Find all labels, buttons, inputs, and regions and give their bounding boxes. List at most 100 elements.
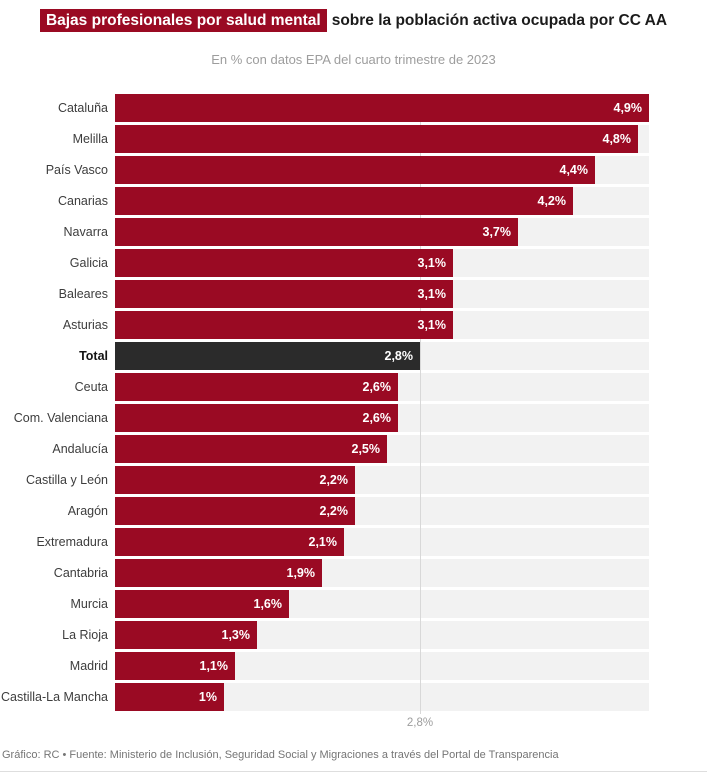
total-bar: 2,8% [115, 342, 420, 370]
bar-value-label: 2,6% [362, 380, 392, 394]
bar-value-label: 2,8% [384, 349, 414, 363]
bar-value-label: 3,1% [417, 318, 447, 332]
chart-row: Extremadura 2,1% [0, 528, 707, 556]
category-label: Aragón [67, 504, 108, 518]
chart-row: Canarias 4,2% [0, 187, 707, 215]
category-label: Andalucía [52, 442, 108, 456]
chart-row: Galicia 3,1% [0, 249, 707, 277]
chart-row: Melilla 4,8% [0, 125, 707, 153]
bar-plot-area: 1% [115, 683, 649, 711]
chart-row: Murcia 1,6% [0, 590, 707, 618]
category-label: Com. Valenciana [13, 411, 108, 425]
bar: 1% [115, 683, 224, 711]
bar: 2,1% [115, 528, 344, 556]
chart-row: Aragón 2,2% [0, 497, 707, 525]
bar-value-label: 2,1% [308, 535, 338, 549]
bar: 4,9% [115, 94, 649, 122]
category-label: Asturias [62, 318, 108, 332]
bar-plot-area: 1,6% [115, 590, 649, 618]
bar-value-label: 3,7% [482, 225, 512, 239]
bar: 1,3% [115, 621, 257, 649]
category-label: Baleares [58, 287, 108, 301]
bar: 3,1% [115, 311, 453, 339]
chart-row: Ceuta 2,6% [0, 373, 707, 401]
bar-plot-area: 3,7% [115, 218, 649, 246]
chart-row: País Vasco 4,4% [0, 156, 707, 184]
bar-plot-area: 3,1% [115, 249, 649, 277]
category-label: Castilla-La Mancha [1, 690, 108, 704]
bar-value-label: 3,1% [417, 256, 447, 270]
category-label: Total [79, 349, 108, 363]
chart-row: Com. Valenciana 2,6% [0, 404, 707, 432]
bar: 3,1% [115, 280, 453, 308]
bar-value-label: 1,6% [253, 597, 283, 611]
chart-row: La Rioja 1,3% [0, 621, 707, 649]
bar-plot-area: 1,3% [115, 621, 649, 649]
category-label: Ceuta [74, 380, 108, 394]
bar-plot-area: 1,9% [115, 559, 649, 587]
bar: 3,7% [115, 218, 518, 246]
chart-title-highlight: Bajas profesionales por salud mental [39, 9, 327, 32]
bar-value-label: 1% [198, 690, 217, 704]
bar-value-label: 4,8% [602, 132, 632, 146]
bar-plot-area: 2,1% [115, 528, 649, 556]
bar: 1,9% [115, 559, 322, 587]
bar: 2,2% [115, 466, 355, 494]
bar-value-label: 2,6% [362, 411, 392, 425]
bar-plot-area: 4,4% [115, 156, 649, 184]
category-label: Extremadura [36, 535, 108, 549]
category-label: Murcia [70, 597, 108, 611]
bar-chart: Cataluña 4,9% Melilla 4,8% País Vasco 4,4% Can… [0, 94, 707, 744]
category-label: Canarias [57, 194, 108, 208]
reference-axis-label: 2,8% [406, 717, 434, 729]
chart-row: Andalucía 2,5% [0, 435, 707, 463]
category-label: Melilla [72, 132, 108, 146]
bar-plot-area: 2,2% [115, 497, 649, 525]
source-credit: Gráfico: RC • Fuente: Ministerio de Incl… [2, 749, 559, 761]
bar-value-label: 4,9% [613, 101, 643, 115]
category-label: Cataluña [57, 101, 108, 115]
chart-row: Cataluña 4,9% [0, 94, 707, 122]
bar-value-label: 2,5% [351, 442, 381, 456]
bar-plot-area: 3,1% [115, 311, 649, 339]
bar-plot-area: 2,8% [115, 342, 649, 370]
bar-plot-area: 3,1% [115, 280, 649, 308]
reference-line [420, 94, 421, 714]
bar-value-label: 3,1% [417, 287, 447, 301]
bar: 2,2% [115, 497, 355, 525]
bar-plot-area: 4,2% [115, 187, 649, 215]
category-label: La Rioja [62, 628, 108, 642]
bar: 4,2% [115, 187, 573, 215]
bar-plot-area: 2,6% [115, 373, 649, 401]
bar-value-label: 2,2% [319, 473, 349, 487]
chart-row: Baleares 3,1% [0, 280, 707, 308]
category-label: Cantabria [53, 566, 108, 580]
category-label: Castilla y León [26, 473, 108, 487]
chart-subtitle: En % con datos EPA del cuarto trimestre … [211, 52, 496, 67]
chart-title: Bajas profesionales por salud mental sobr… [0, 9, 707, 32]
chart-row: Cantabria 1,9% [0, 559, 707, 587]
category-label: Madrid [69, 659, 108, 673]
bar: 4,4% [115, 156, 595, 184]
bar-plot-area: 4,9% [115, 94, 649, 122]
chart-row: Asturias 3,1% [0, 311, 707, 339]
bar: 1,6% [115, 590, 289, 618]
bar-plot-area: 4,8% [115, 125, 649, 153]
bar-plot-area: 2,5% [115, 435, 649, 463]
bar-value-label: 1,3% [221, 628, 251, 642]
category-label: País Vasco [45, 163, 108, 177]
bar-value-label: 4,4% [559, 163, 589, 177]
bar-plot-area: 1,1% [115, 652, 649, 680]
bar-plot-area: 2,2% [115, 466, 649, 494]
bar: 3,1% [115, 249, 453, 277]
category-label: Navarra [63, 225, 108, 239]
bar-plot-area: 2,6% [115, 404, 649, 432]
bar-value-label: 1,1% [199, 659, 229, 673]
bar-value-label: 4,2% [537, 194, 567, 208]
chart-row: Navarra 3,7% [0, 218, 707, 246]
bar: 2,5% [115, 435, 387, 463]
bar: 4,8% [115, 125, 638, 153]
chart-row: Madrid 1,1% [0, 652, 707, 680]
chart-row: Castilla y León 2,2% [0, 466, 707, 494]
bar-value-label: 1,9% [286, 566, 316, 580]
